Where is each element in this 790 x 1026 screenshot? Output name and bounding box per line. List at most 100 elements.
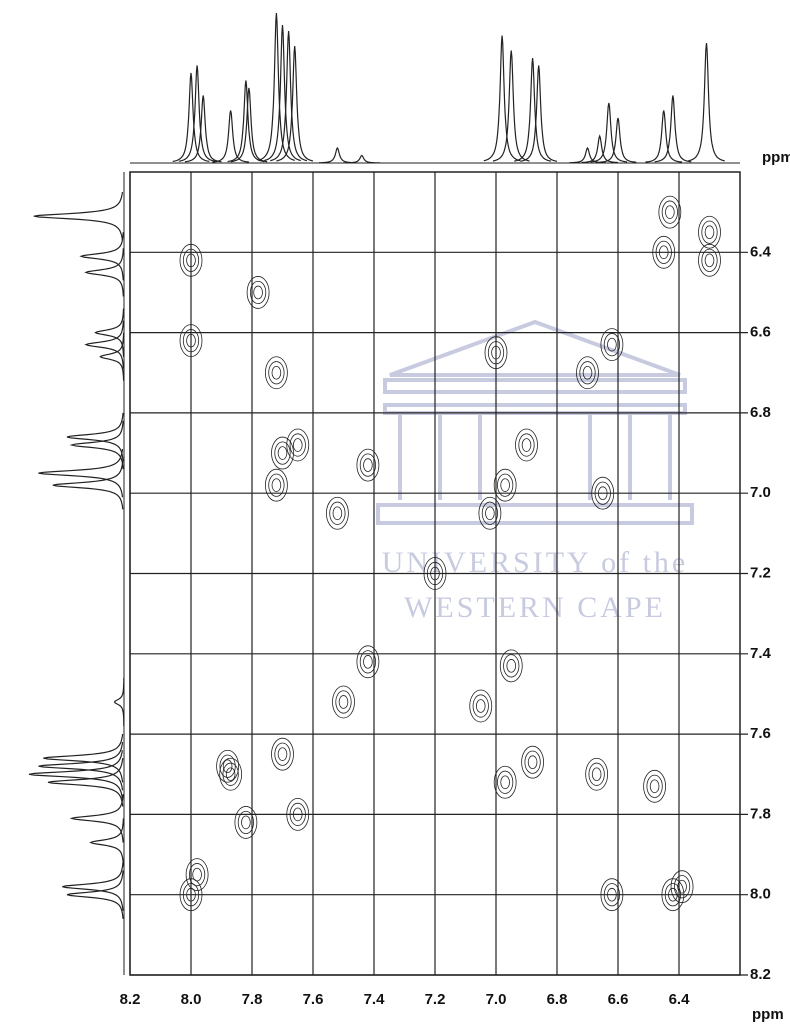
projection-peak (270, 30, 308, 162)
contour-level (179, 324, 203, 358)
projection-peak (178, 65, 216, 162)
contour-level (182, 248, 200, 272)
contour-level (591, 476, 615, 510)
contour-level (253, 285, 263, 300)
contour-level (664, 883, 682, 907)
contour-level (222, 759, 233, 774)
contour-level (493, 765, 517, 799)
contour-level (469, 689, 493, 723)
contour-level (698, 243, 721, 277)
x-tick-label: 7.6 (303, 991, 324, 1008)
cross-peak (499, 649, 523, 683)
cross-peak (515, 428, 538, 462)
contour-level (335, 690, 352, 714)
cross-peak (356, 645, 380, 679)
contour-level (661, 200, 678, 224)
contour-level (186, 333, 196, 348)
contour-level (701, 248, 718, 272)
contour-level (603, 883, 621, 907)
y-axis-label: ppm (752, 1006, 784, 1023)
watermark-building (376, 319, 694, 525)
contour-level (329, 501, 346, 525)
contour-level (356, 448, 380, 482)
projection-peak (257, 12, 295, 161)
projection-peak (38, 742, 124, 791)
projection-peak (654, 95, 692, 163)
contour-level (670, 870, 694, 904)
contour-level (487, 341, 505, 365)
contour-level (521, 745, 544, 779)
contour-level (704, 253, 715, 268)
contour-level (603, 333, 621, 357)
contour-level (500, 478, 510, 492)
contour-level (219, 757, 243, 791)
cross-peak (652, 235, 676, 269)
contour-level (655, 240, 672, 264)
cross-peak (600, 328, 624, 362)
contour-level (485, 506, 495, 521)
contour-level (576, 356, 599, 390)
cross-peak (698, 243, 721, 277)
projection-peak (94, 308, 125, 357)
projection-peak (33, 192, 123, 241)
projection-peak (69, 794, 124, 843)
cross-peak (286, 428, 310, 462)
contour-level (185, 858, 209, 892)
cross-peak (332, 685, 355, 719)
contour-level (524, 750, 541, 774)
y-tick-label: 8.0 (750, 886, 771, 903)
contour-level (325, 496, 349, 530)
projection-peak (69, 420, 124, 470)
contour-level (658, 195, 682, 229)
contour-level (182, 329, 200, 353)
contour-level (241, 815, 251, 830)
y-tick-label: 7.8 (750, 805, 771, 822)
projection-peak (47, 758, 124, 807)
contour-level (277, 747, 288, 761)
contour-level (179, 243, 203, 277)
cross-peak (264, 356, 288, 390)
y-tick-label: 6.4 (750, 243, 772, 260)
cross-peak (271, 436, 294, 470)
contour-level (264, 468, 288, 502)
contour-level (698, 215, 721, 249)
cross-peak (658, 195, 682, 229)
contour-level (182, 883, 200, 907)
contour-level (268, 361, 285, 385)
cross-peak (271, 737, 294, 771)
contour-level (359, 453, 376, 477)
projection-peak (113, 677, 125, 727)
x-tick-label: 7.4 (364, 991, 386, 1008)
projection-peak (492, 50, 530, 162)
contour-level (286, 798, 310, 831)
projection-peak (89, 818, 124, 867)
projection-peak (645, 110, 683, 163)
cross-peak (246, 276, 270, 309)
contour-level (332, 506, 343, 521)
y-tick-label: 7.6 (750, 725, 771, 742)
cross-peak (423, 557, 447, 590)
contour-level (264, 356, 288, 390)
contour-level (430, 566, 440, 581)
cross-peak (484, 336, 508, 370)
cross-peak (591, 476, 615, 510)
contour-level (600, 328, 624, 362)
contour-level (332, 685, 355, 719)
contour-level (499, 649, 523, 683)
cross-peak (585, 757, 609, 791)
contour-level (271, 365, 282, 380)
contour-level (478, 496, 502, 530)
projection-peak (590, 102, 628, 163)
projection-peak (62, 862, 124, 911)
cross-peak (521, 745, 544, 779)
contour-level (292, 438, 303, 452)
contour-level (250, 280, 267, 305)
cross-peak (179, 324, 203, 358)
contour-level (643, 769, 666, 803)
cross-peak (469, 689, 493, 723)
projection-peak (79, 232, 124, 281)
projection-peak (569, 146, 606, 164)
contour-level (481, 501, 498, 525)
contour-level (286, 428, 310, 462)
